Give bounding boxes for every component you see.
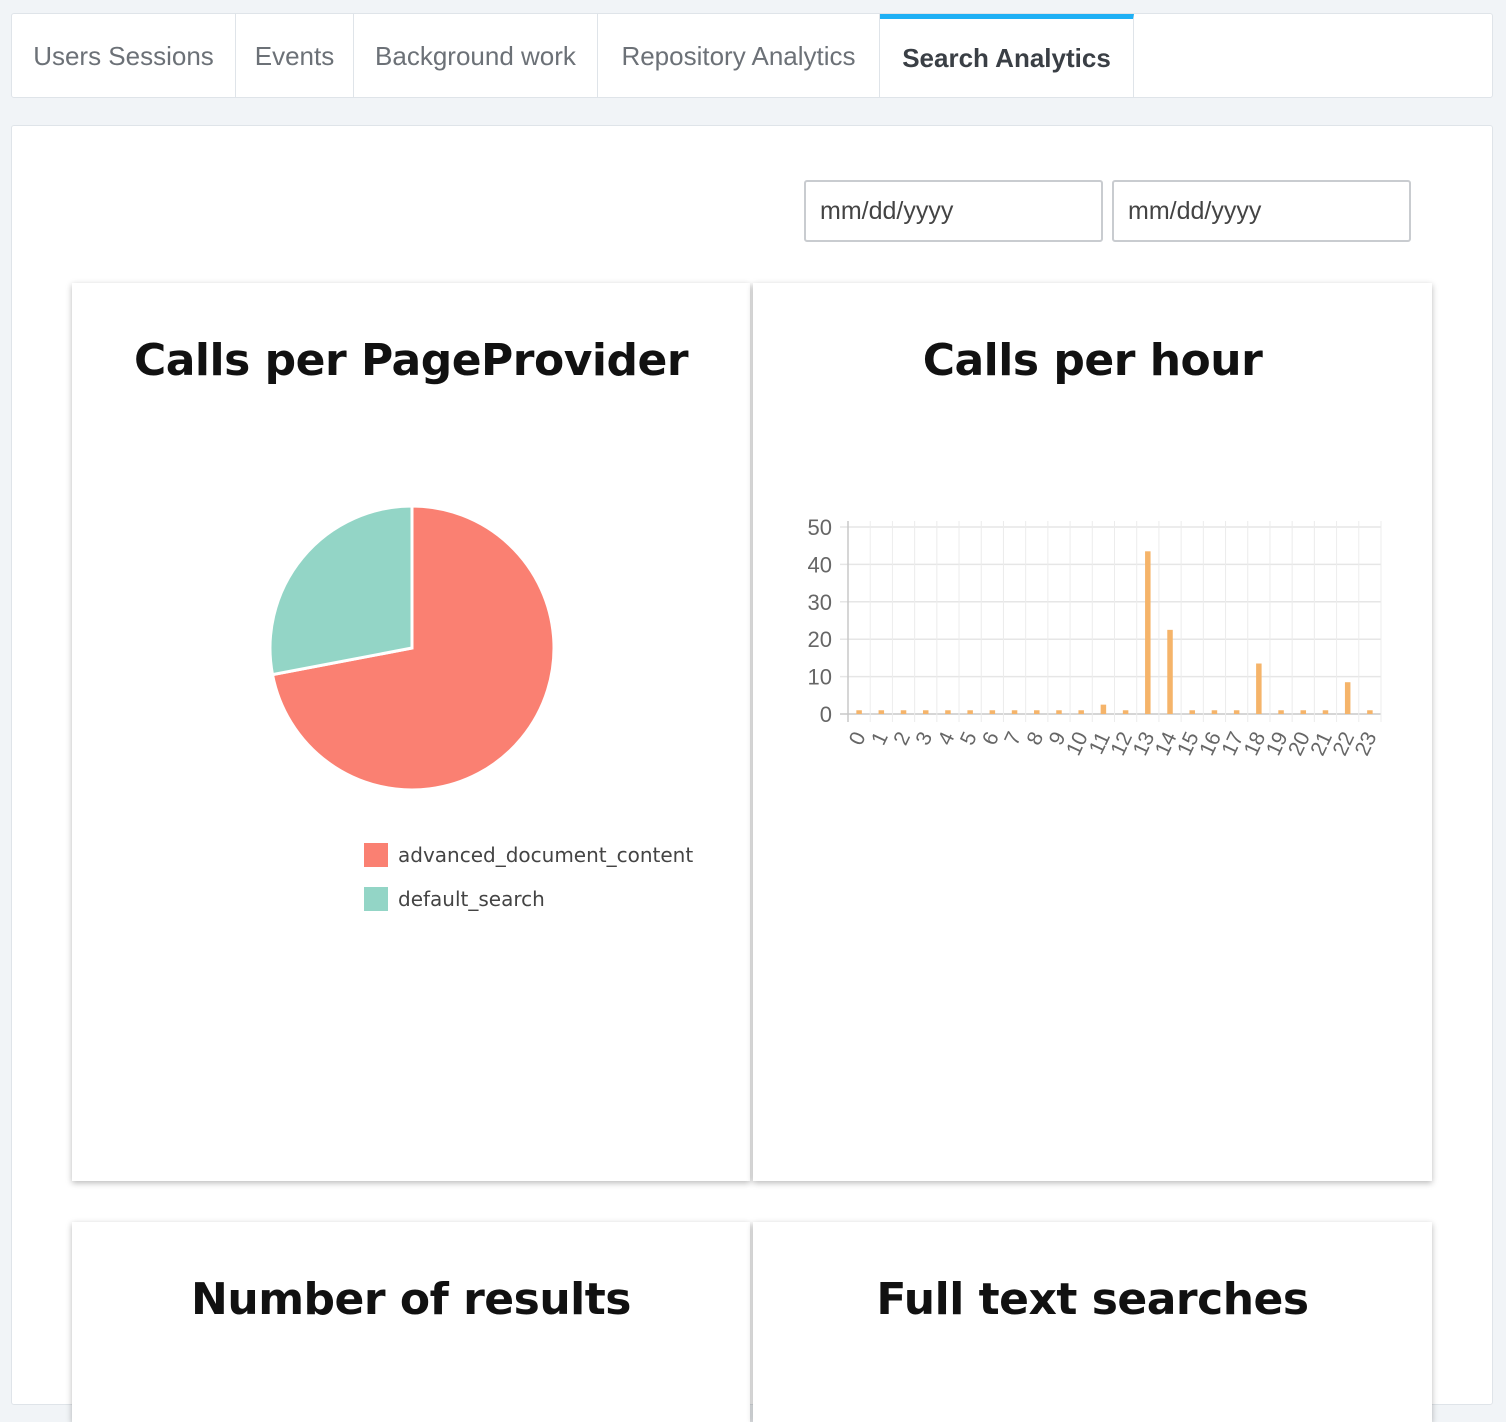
results-card: Number of results <box>72 1222 750 1422</box>
bar-hour <box>1256 663 1262 714</box>
bar-hour <box>1167 629 1173 714</box>
y-tick-label: 30 <box>808 590 832 615</box>
bar-hour <box>1278 710 1284 714</box>
bar-hour <box>1233 710 1240 714</box>
hour-card: Calls per hour 0 10 20 30 40 50 0 1 2 3 4 5 6 7 8 9 10 11… <box>753 283 1432 1181</box>
tab-background-work[interactable]: Background work <box>354 14 598 97</box>
bar-hour <box>878 710 885 714</box>
fulltext-card: Full text searches <box>753 1222 1432 1422</box>
bar-hour <box>1189 710 1195 714</box>
bar-hour <box>1034 710 1040 714</box>
bar-hour <box>1300 710 1307 714</box>
bar-hour <box>1056 710 1062 714</box>
bar-hour <box>1322 710 1329 714</box>
bar-hour <box>856 710 862 714</box>
legend-label: default_search <box>398 887 545 911</box>
bar-hour <box>1344 682 1351 714</box>
hour-bar-chart: 0102030405001234567891011121314151617181… <box>808 515 1382 759</box>
y-tick-label: 10 <box>808 665 832 690</box>
y-tick-label: 50 <box>808 515 832 540</box>
fulltext-card-title: Full text searches <box>876 1274 1309 1325</box>
legend-item: advanced_document_content <box>364 843 693 867</box>
tab-repository-analytics[interactable]: Repository Analytics <box>598 14 880 97</box>
pageprovider-card: Calls per PageProvider advanced_document… <box>72 283 750 1181</box>
pageprovider-card-title: Calls per PageProvider <box>133 335 689 386</box>
bar-hour <box>1100 704 1107 714</box>
bar-hour <box>1122 710 1129 714</box>
y-tick-label: 0 <box>820 702 832 727</box>
y-tick-label: 40 <box>808 552 832 577</box>
y-tick-label: 20 <box>808 627 832 652</box>
bar-hour <box>989 710 996 714</box>
pie-slice <box>268 504 414 677</box>
start-date-input[interactable] <box>804 180 1103 242</box>
bar-hour <box>922 710 929 714</box>
pageprovider-pie-chart <box>268 504 556 792</box>
bar-hour <box>900 710 907 714</box>
hour-card-title: Calls per hour <box>922 335 1263 386</box>
legend-swatch <box>364 843 388 867</box>
bar-hour <box>1078 710 1084 714</box>
x-tick-label: 23 <box>1351 728 1382 759</box>
legend-swatch <box>364 887 388 911</box>
results-card-title: Number of results <box>191 1274 631 1325</box>
tab-search-analytics[interactable]: Search Analytics <box>880 14 1134 97</box>
bar-hour <box>1367 710 1373 714</box>
bar-hour <box>1145 551 1151 714</box>
end-date-input[interactable] <box>1112 180 1411 242</box>
tab-events[interactable]: Events <box>236 14 354 97</box>
legend-item: default_search <box>364 887 545 911</box>
bar-hour <box>1011 710 1018 714</box>
bar-hour <box>967 710 973 714</box>
bar-hour <box>945 710 951 714</box>
bar-hour <box>1211 710 1218 714</box>
tab-users-sessions[interactable]: Users Sessions <box>12 14 236 97</box>
tab-bar: Users Sessions Events Background work Re… <box>11 13 1493 98</box>
legend-label: advanced_document_content <box>398 843 694 867</box>
